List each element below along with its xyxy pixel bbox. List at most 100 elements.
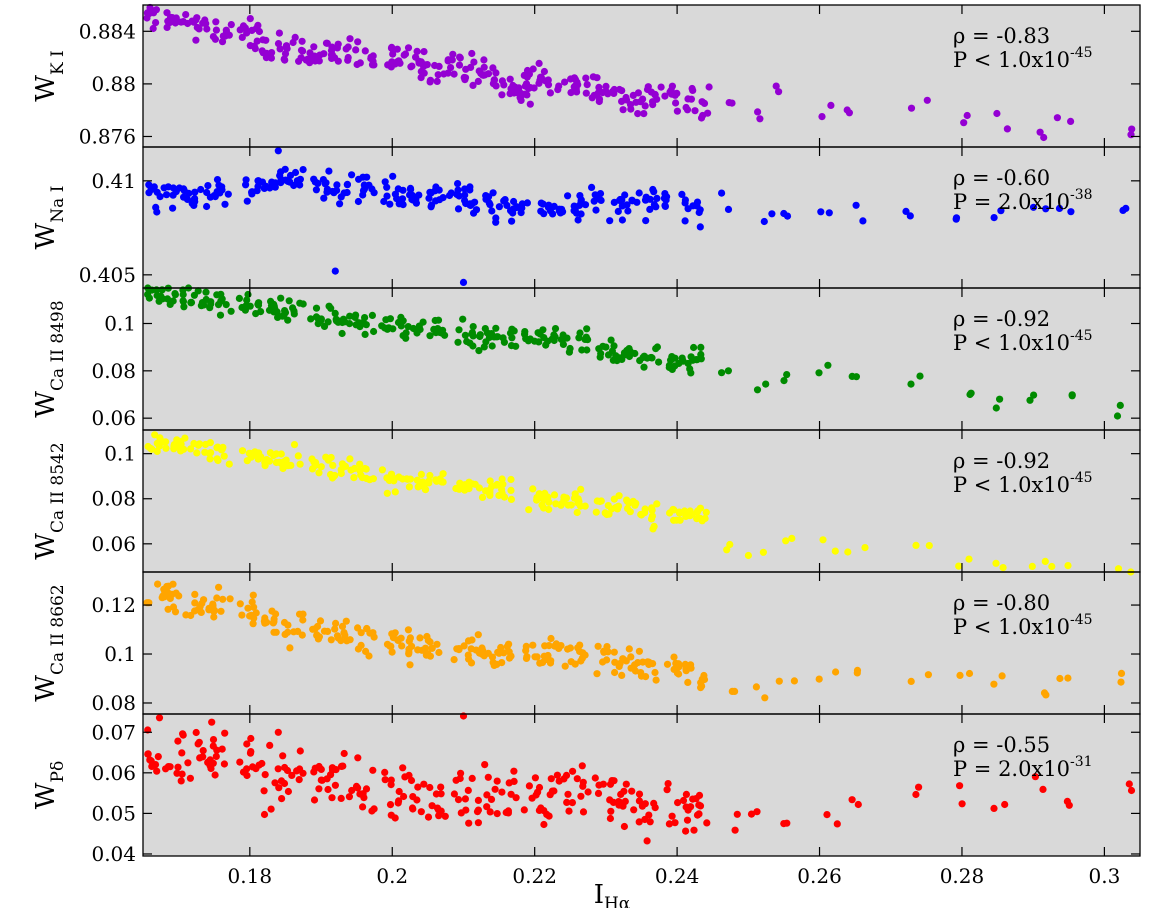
data-point	[450, 656, 458, 664]
data-point	[414, 646, 422, 654]
data-point	[606, 217, 614, 225]
data-point	[560, 496, 568, 504]
data-point	[567, 89, 575, 97]
x-tick-label: 0.24	[655, 864, 700, 888]
data-point	[151, 431, 159, 439]
data-point	[340, 749, 348, 758]
data-point	[965, 555, 973, 563]
data-point	[284, 787, 292, 796]
data-point	[143, 9, 151, 17]
data-point	[752, 683, 761, 691]
data-point	[386, 801, 395, 809]
data-point	[462, 806, 470, 814]
data-point	[423, 61, 431, 69]
data-point	[466, 186, 474, 194]
data-point	[700, 671, 708, 680]
data-point	[563, 334, 571, 342]
y-tick-label: 0.05	[91, 801, 136, 825]
data-point	[315, 57, 323, 65]
data-point	[250, 42, 258, 50]
data-point	[481, 761, 489, 769]
data-point	[618, 87, 626, 95]
y-axis-label-sub: Ca II 8542	[48, 442, 68, 533]
data-point	[524, 84, 533, 93]
y-axis-label-sub: Pδ	[48, 761, 68, 783]
data-point	[577, 657, 585, 665]
data-point	[783, 819, 791, 827]
data-point	[362, 647, 370, 656]
data-point	[271, 779, 279, 787]
data-point	[426, 638, 434, 646]
data-point	[540, 820, 548, 829]
data-point	[1026, 396, 1034, 404]
data-point	[383, 192, 391, 200]
data-point	[1064, 562, 1072, 570]
p-annotation: P < 1.0x10-45	[953, 612, 1093, 639]
data-point	[276, 172, 284, 180]
data-point	[817, 208, 825, 216]
data-point	[697, 679, 705, 687]
data-point	[683, 816, 692, 824]
data-point	[625, 345, 633, 353]
data-point	[435, 648, 443, 657]
data-point	[186, 774, 194, 782]
data-point	[247, 734, 255, 743]
p-annotation: P < 1.0x10-45	[953, 470, 1093, 497]
data-point	[768, 210, 776, 218]
data-point	[284, 621, 292, 629]
data-point	[238, 447, 247, 455]
data-point	[665, 820, 674, 828]
data-point	[337, 794, 345, 803]
data-point	[352, 46, 360, 54]
data-point	[466, 200, 474, 208]
data-point	[476, 332, 484, 341]
data-point	[455, 61, 464, 69]
data-point	[558, 205, 566, 213]
data-point	[145, 294, 153, 302]
data-point	[728, 99, 736, 107]
data-point	[413, 47, 421, 56]
data-point	[460, 642, 468, 650]
data-point	[600, 647, 608, 655]
data-point	[277, 450, 285, 458]
data-point	[394, 799, 402, 807]
data-point	[453, 645, 461, 653]
data-point	[705, 83, 713, 91]
data-point	[172, 188, 180, 196]
data-point	[389, 172, 397, 180]
data-point	[615, 798, 623, 806]
data-point	[573, 775, 581, 783]
data-point	[672, 516, 681, 524]
data-point	[488, 342, 496, 350]
data-point	[243, 740, 251, 748]
y-axis-label-main: W	[31, 391, 61, 418]
data-point	[615, 492, 623, 500]
data-point	[584, 336, 592, 344]
y-axis-label: WCa II 8498	[31, 300, 68, 417]
data-point	[404, 626, 412, 634]
data-point	[703, 819, 711, 827]
data-point	[606, 780, 615, 788]
data-point	[315, 469, 323, 477]
data-point	[762, 380, 770, 388]
data-point	[222, 301, 230, 309]
data-point	[187, 445, 195, 453]
data-point	[686, 365, 694, 373]
data-point	[290, 441, 299, 449]
data-point	[356, 460, 364, 468]
data-point	[492, 218, 500, 226]
data-point	[480, 56, 488, 64]
data-point	[261, 614, 269, 622]
data-point	[671, 819, 679, 827]
data-point	[675, 508, 683, 516]
data-point	[275, 784, 283, 792]
data-point	[355, 319, 363, 327]
data-point	[649, 525, 657, 533]
data-point	[328, 794, 336, 802]
data-point	[956, 782, 964, 790]
panel-frame	[142, 713, 1141, 857]
data-point	[386, 642, 394, 650]
data-point	[692, 795, 700, 803]
data-point	[682, 827, 690, 835]
data-point	[529, 485, 537, 493]
